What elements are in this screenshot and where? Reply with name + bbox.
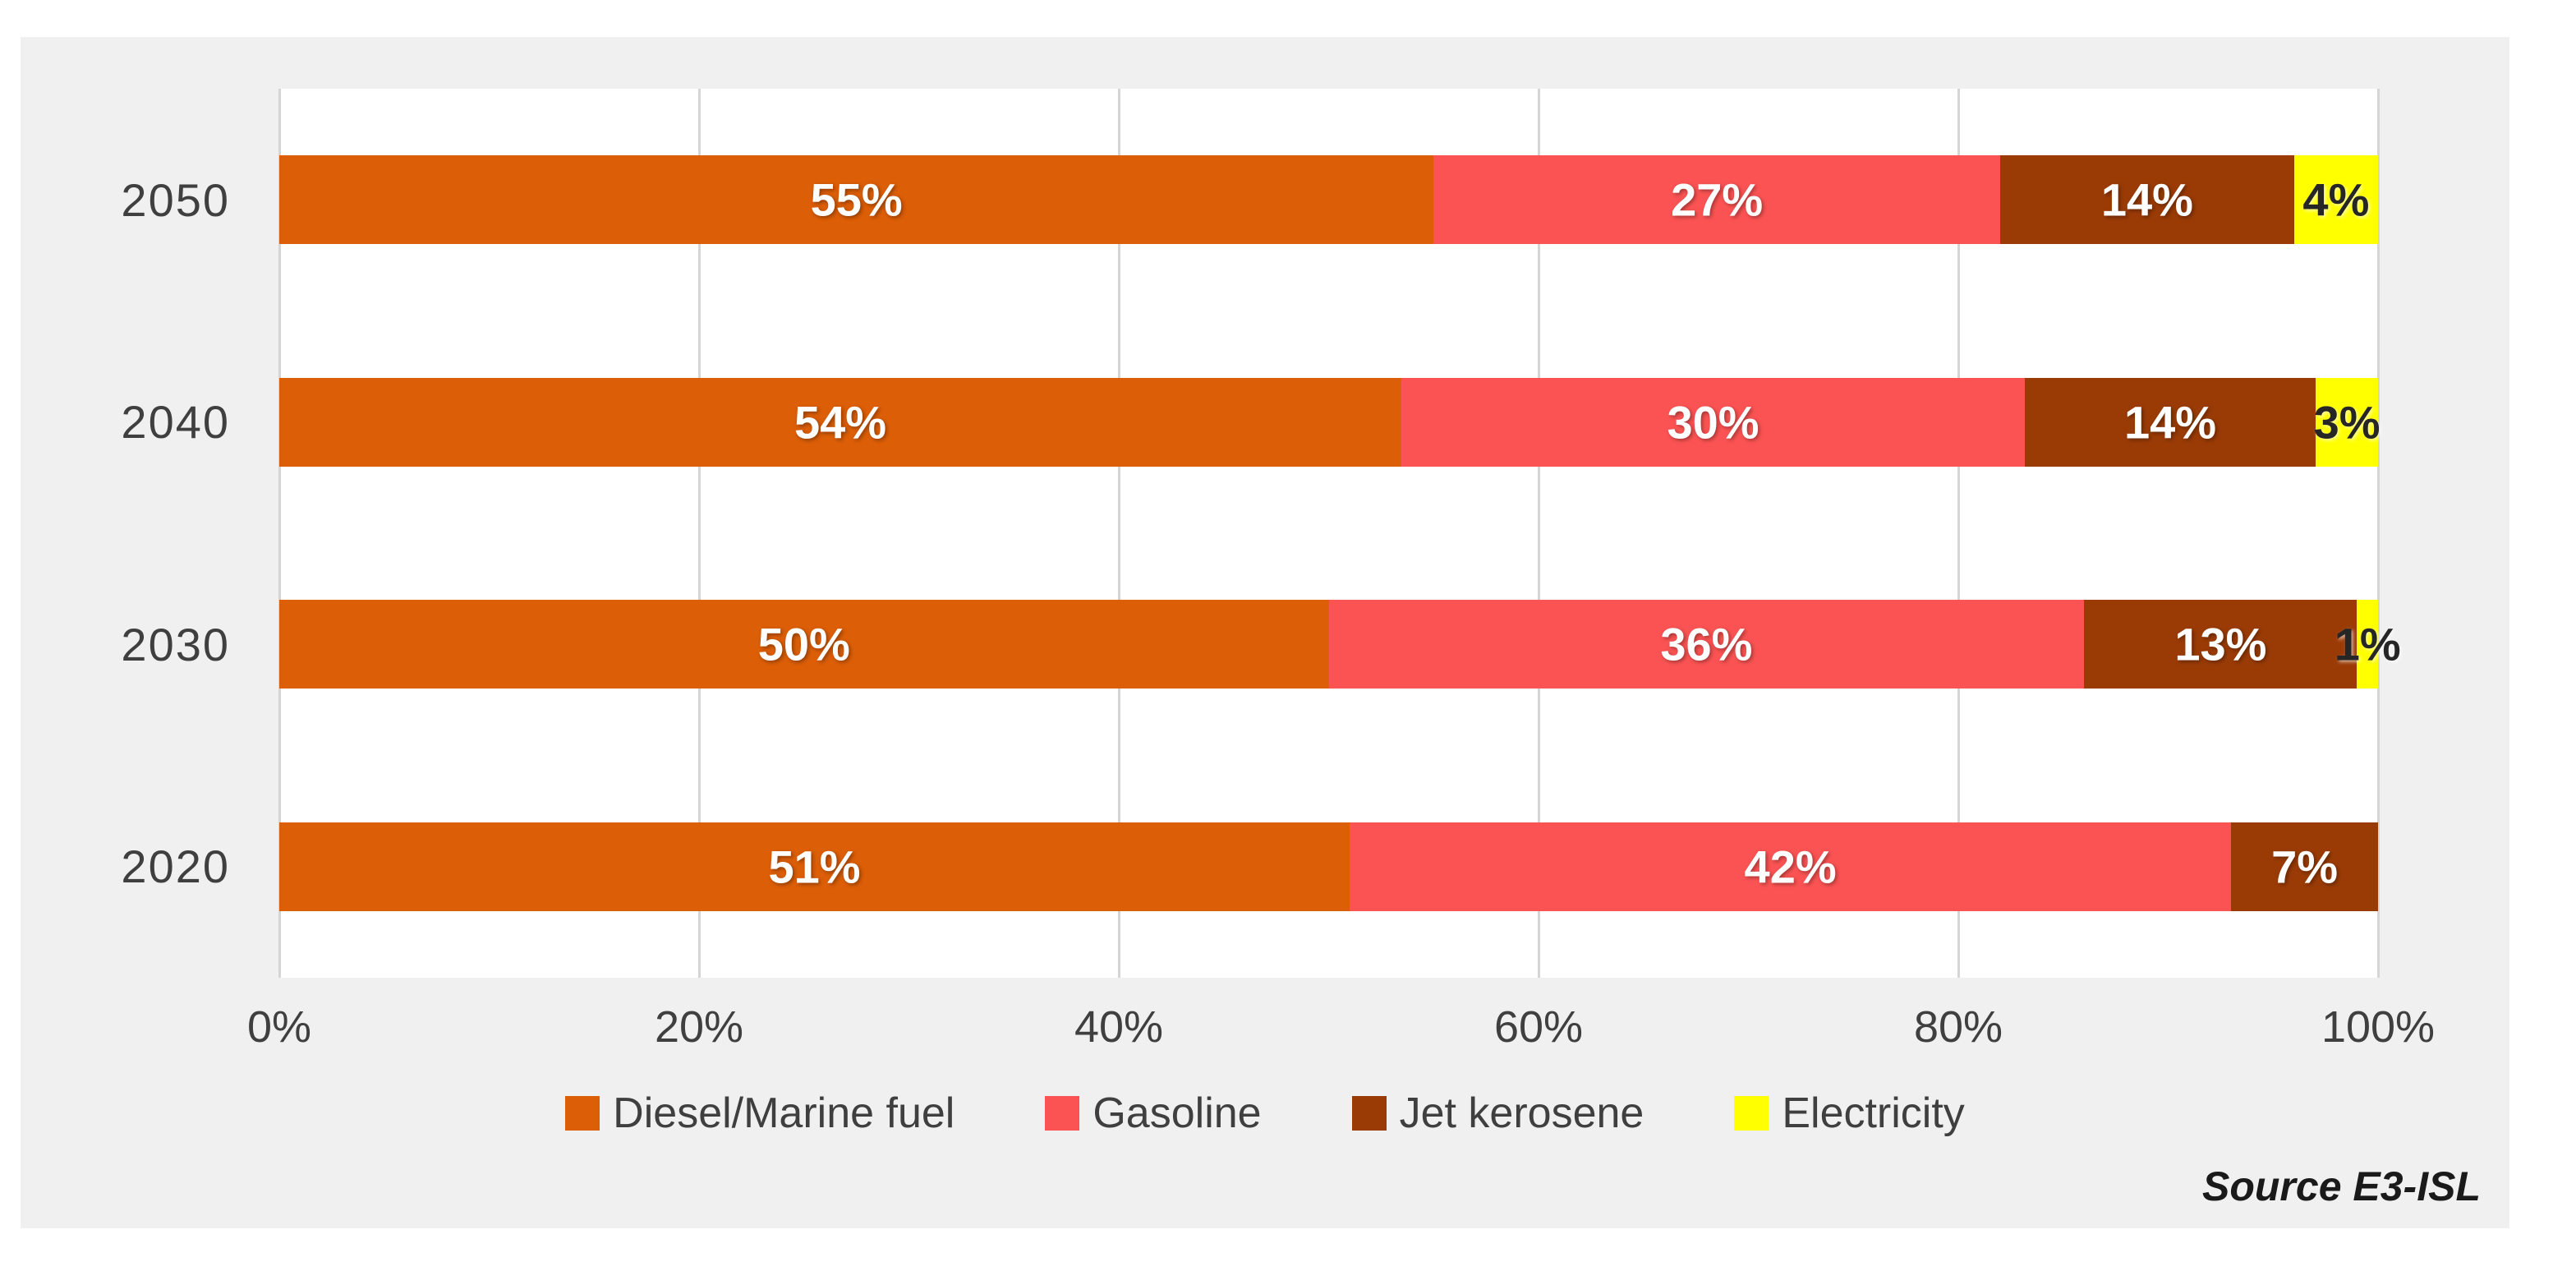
bar-segment-gasoline: 42% <box>1350 822 2232 911</box>
bar-segment-label: 4% <box>2302 173 2370 226</box>
bar-segment-label: 36% <box>1660 618 1753 670</box>
bar-segment-label: 3% <box>2313 396 2380 449</box>
chart-row-2020: 51% 42% 7% <box>279 756 2378 979</box>
legend-color-swatch-gasoline <box>1045 1096 1080 1131</box>
x-axis-tick-label-20: 20% <box>654 1002 744 1052</box>
y-axis-labels: 2050 2040 2030 2020 <box>21 89 230 978</box>
bar-segment-electricity: 3% <box>2313 377 2380 467</box>
bar-segment-diesel-marine-fuel: 54% <box>279 377 1402 467</box>
y-axis-label-2020: 2020 <box>121 841 230 893</box>
legend: Diesel/Marine fuel Gasoline Jet kerosene El… <box>21 1080 2509 1146</box>
x-axis-tick-label-60: 60% <box>1493 1002 1584 1052</box>
gridline-20 <box>698 89 701 978</box>
x-axis-tick-label-80: 80% <box>1913 1002 2003 1052</box>
bar-segment-label: 1% <box>2334 618 2401 670</box>
bar-segment-jet-kerosene: 14% <box>2024 377 2316 467</box>
bar-segment-label: 7% <box>2271 841 2339 893</box>
bar-segment-electricity: 1% <box>2334 600 2401 689</box>
stacked-bar-2050: 55% 27% 14% 4% <box>279 155 2378 245</box>
bar-segment-label: 30% <box>1667 396 1760 449</box>
bar-segment-gasoline: 30% <box>1401 377 2025 467</box>
bar-segment-label: 14% <box>2123 396 2217 449</box>
y-axis-label-2050: 2050 <box>121 173 230 226</box>
bar-segment-jet-kerosene: 14% <box>2000 155 2294 245</box>
bar-segment-label: 55% <box>810 173 903 226</box>
x-axis-tick-label-100: 100% <box>2321 1002 2436 1052</box>
bar-segment-label: 42% <box>1744 841 1837 893</box>
plot-area: 55% 27% 14% 4% 54% 30% 14% 3% 50% 36% 13% 1% 51% 42% 7… <box>278 89 2401 979</box>
bar-segment-electricity: 4% <box>2293 155 2378 245</box>
stacked-bar-2040: 54% 30% 14% 3% <box>279 377 2380 467</box>
legend-color-swatch-electricity <box>1734 1096 1769 1131</box>
x-axis-tick-label-0: 0% <box>246 1002 312 1052</box>
bar-segment-gasoline: 27% <box>1433 155 2001 245</box>
bar-segment-jet-kerosene: 7% <box>2231 822 2378 911</box>
gridline-100 <box>2377 89 2380 978</box>
legend-item-diesel-marine-fuel: Diesel/Marine fuel <box>565 1089 954 1138</box>
gridline-0 <box>278 89 281 978</box>
bar-segment-diesel-marine-fuel: 51% <box>279 822 1350 911</box>
legend-item-electricity: Electricity <box>1734 1089 1965 1138</box>
bar-segment-diesel-marine-fuel: 55% <box>279 155 1434 245</box>
bar-rows: 55% 27% 14% 4% 54% 30% 14% 3% 50% 36% 13% 1% 51% 42% 7… <box>279 89 2401 979</box>
legend-label-jet-kerosene: Jet kerosene <box>1399 1089 1644 1137</box>
legend-label-diesel-marine-fuel: Diesel/Marine fuel <box>613 1089 955 1137</box>
chart-row-2050: 55% 27% 14% 4% <box>279 89 2378 311</box>
y-axis-label-2040: 2040 <box>121 396 230 449</box>
gridline-40 <box>1118 89 1120 978</box>
legend-color-swatch-diesel-marine-fuel <box>565 1096 600 1131</box>
chart-row-2030: 50% 36% 13% 1% <box>279 533 2401 756</box>
x-axis-tick-label-40: 40% <box>1074 1002 1164 1052</box>
chart-panel: 55% 27% 14% 4% 54% 30% 14% 3% 50% 36% 13% 1% 51% 42% 7… <box>21 37 2509 1228</box>
legend-item-gasoline: Gasoline <box>1045 1089 1262 1138</box>
x-axis-labels: 0% 20% 40% 60% 80% 100% <box>247 982 2435 1072</box>
y-axis-label-2030: 2030 <box>121 618 230 670</box>
gridlines <box>278 89 2380 978</box>
bar-segment-label: 14% <box>2100 173 2193 226</box>
legend-color-swatch-jet-kerosene <box>1351 1096 1387 1131</box>
bar-segment-label: 50% <box>757 618 850 670</box>
stacked-bar-2020: 51% 42% 7% <box>279 822 2378 911</box>
bar-segment-label: 54% <box>794 396 887 449</box>
bar-segment-label: 27% <box>1671 173 1764 226</box>
gridline-80 <box>1957 89 1960 978</box>
gridline-60 <box>1538 89 1540 978</box>
legend-item-jet-kerosene: Jet kerosene <box>1351 1089 1644 1138</box>
bar-segment-label: 51% <box>768 841 861 893</box>
legend-label-electricity: Electricity <box>1782 1089 1965 1137</box>
chart-row-2040: 54% 30% 14% 3% <box>279 311 2380 534</box>
stacked-bar-2030: 50% 36% 13% 1% <box>279 600 2401 689</box>
bar-segment-jet-kerosene: 13% <box>2084 600 2358 689</box>
bar-segment-diesel-marine-fuel: 50% <box>279 600 1329 689</box>
bar-segment-gasoline: 36% <box>1328 600 2085 689</box>
bar-segment-label: 13% <box>2174 618 2267 670</box>
legend-label-gasoline: Gasoline <box>1092 1089 1262 1137</box>
source-note: Source E3-ISL <box>2202 1163 2481 1209</box>
